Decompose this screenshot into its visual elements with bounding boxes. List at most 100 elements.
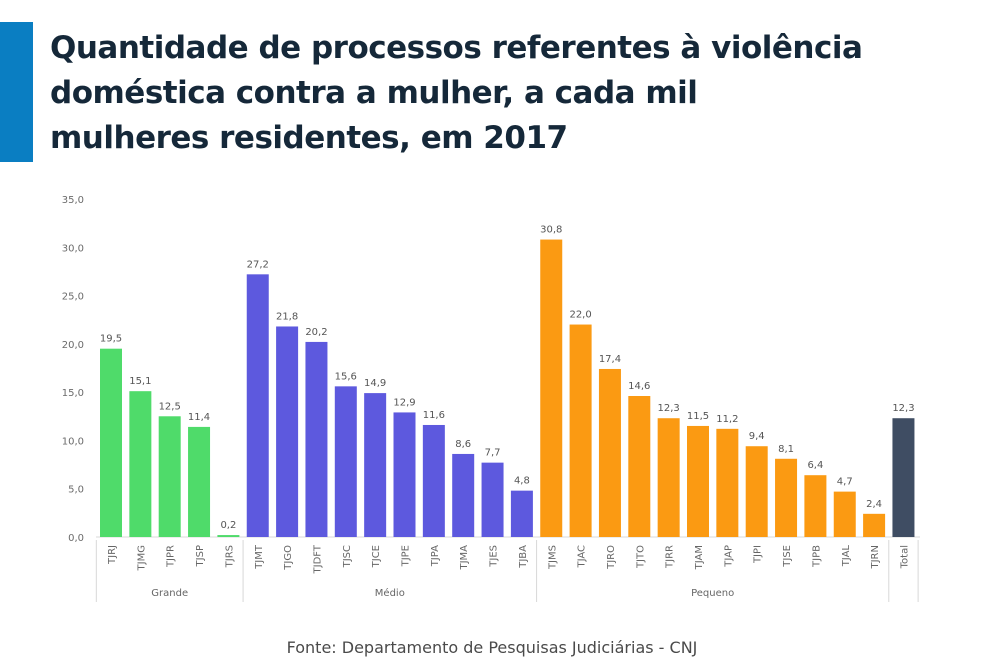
- bar: [775, 458, 798, 537]
- y-tick-label: 25,0: [62, 292, 84, 303]
- bar: [569, 324, 592, 537]
- bar-value-label: 4,7: [837, 477, 853, 488]
- bar-value-label: 14,6: [628, 381, 650, 392]
- bar: [100, 348, 122, 537]
- group-label: Pequeno: [691, 588, 734, 599]
- bar-value-label: 12,5: [159, 401, 181, 412]
- bar: [129, 391, 152, 537]
- x-tick-label: TJRJ: [107, 545, 118, 565]
- x-tick-label: TJTO: [635, 545, 646, 569]
- x-tick-label: TJES: [489, 545, 500, 568]
- bar-value-label: 17,4: [599, 354, 621, 365]
- bar-value-label: 22,0: [569, 310, 591, 321]
- y-tick-label: 35,0: [62, 195, 84, 206]
- x-tick-label: TJSC: [342, 545, 353, 568]
- bar: [598, 368, 621, 537]
- x-tick-label: TJRS: [224, 545, 235, 568]
- bar-value-label: 20,2: [305, 327, 327, 338]
- x-tick-label: TJRO: [606, 545, 617, 570]
- bar: [863, 513, 886, 537]
- bar-value-label: 15,1: [129, 376, 151, 387]
- group-label: Médio: [375, 587, 405, 599]
- bar-value-label: 11,5: [687, 411, 709, 422]
- bar-value-label: 27,2: [247, 259, 269, 270]
- x-tick-label: TJMG: [136, 545, 147, 571]
- x-tick-label: TJAL: [841, 545, 852, 568]
- bar: [246, 274, 269, 537]
- x-tick-label: TJPE: [401, 545, 412, 567]
- bar: [422, 424, 445, 537]
- x-tick-label: TJPI: [753, 545, 764, 564]
- y-tick-label: 0,0: [68, 533, 84, 544]
- bar-value-label: 9,4: [749, 431, 765, 442]
- bar: [833, 491, 856, 537]
- x-tick-label: TJAC: [577, 545, 588, 569]
- source-note: Fonte: Departamento de Pesquisas Judiciá…: [286, 638, 698, 657]
- bar: [334, 386, 357, 537]
- title-line-2: doméstica contra a mulher, a cada mil: [50, 75, 698, 111]
- bar-value-label: 11,6: [423, 410, 445, 421]
- bar-value-label: 21,8: [276, 311, 298, 322]
- x-tick-label: Total: [899, 545, 910, 569]
- bar-value-label: 6,4: [807, 460, 823, 471]
- bar-value-label: 12,3: [658, 403, 680, 414]
- bar-value-label: 14,9: [364, 378, 386, 389]
- bar: [364, 393, 387, 537]
- title-line-1: Quantidade de processos referentes à vio…: [50, 30, 863, 66]
- bar-value-label: 8,6: [455, 439, 471, 450]
- bar: [188, 426, 211, 537]
- x-tick-label: TJAM: [694, 545, 705, 570]
- bar: [452, 453, 475, 537]
- y-tick-label: 5,0: [68, 485, 84, 496]
- bar: [657, 418, 680, 537]
- bar: [158, 416, 181, 537]
- x-tick-label: TJDFT: [312, 544, 323, 574]
- x-tick-label: TJSE: [782, 545, 793, 568]
- bar-value-label: 2,4: [866, 499, 882, 510]
- bar: [628, 396, 651, 537]
- y-tick-label: 30,0: [62, 243, 84, 254]
- x-tick-label: TJRR: [665, 545, 676, 569]
- bar-value-label: 8,1: [778, 444, 794, 455]
- bar: [716, 428, 739, 537]
- bar: [687, 425, 709, 537]
- bar-value-label: 7,7: [485, 448, 501, 459]
- x-tick-label: TJPB: [811, 545, 822, 568]
- x-tick-label: TJPA: [430, 545, 441, 567]
- bar: [540, 239, 563, 537]
- accent-bar: [0, 22, 33, 162]
- bar-value-label: 11,2: [716, 414, 738, 425]
- x-tick-label: TJMT: [254, 544, 265, 570]
- x-tick-label: TJSP: [195, 545, 206, 567]
- bar: [745, 446, 768, 537]
- x-tick-label: TJGO: [283, 545, 294, 571]
- x-tick-label: TJMA: [459, 545, 470, 571]
- bar-value-label: 12,3: [892, 403, 914, 414]
- x-tick-label: TJAP: [723, 545, 734, 568]
- bar: [892, 418, 915, 537]
- y-tick-label: 10,0: [62, 436, 84, 447]
- bar-value-label: 15,6: [335, 371, 357, 382]
- bar: [217, 535, 240, 537]
- title-line-3: mulheres residentes, em 2017: [50, 120, 568, 156]
- bar: [393, 412, 416, 537]
- bar-chart: 0,0 5,0 10,0 15,0 20,0 25,0 30,0 35,0 19,5 TJRJ 15…: [62, 195, 920, 602]
- bar-value-label: 0,2: [220, 520, 236, 531]
- x-tick-label: TJMS: [547, 545, 558, 570]
- x-tick-label: TJBA: [518, 545, 529, 569]
- bar-value-label: 19,5: [100, 334, 122, 345]
- bar-value-label: 11,4: [188, 412, 210, 423]
- bar: [804, 475, 827, 537]
- x-tick-label: TJPR: [166, 545, 177, 568]
- y-tick-label: 20,0: [62, 340, 84, 351]
- bar-value-label: 30,8: [540, 225, 562, 236]
- bar: [481, 462, 504, 537]
- x-tick-label: TJRN: [870, 545, 881, 570]
- x-tick-label: TJCE: [371, 545, 382, 568]
- y-tick-label: 15,0: [62, 388, 84, 399]
- bar: [305, 341, 328, 537]
- chart-title: Quantidade de processos referentes à vio…: [50, 26, 863, 161]
- bar: [510, 490, 533, 537]
- bar-value-label: 4,8: [514, 476, 530, 487]
- bar: [276, 326, 299, 537]
